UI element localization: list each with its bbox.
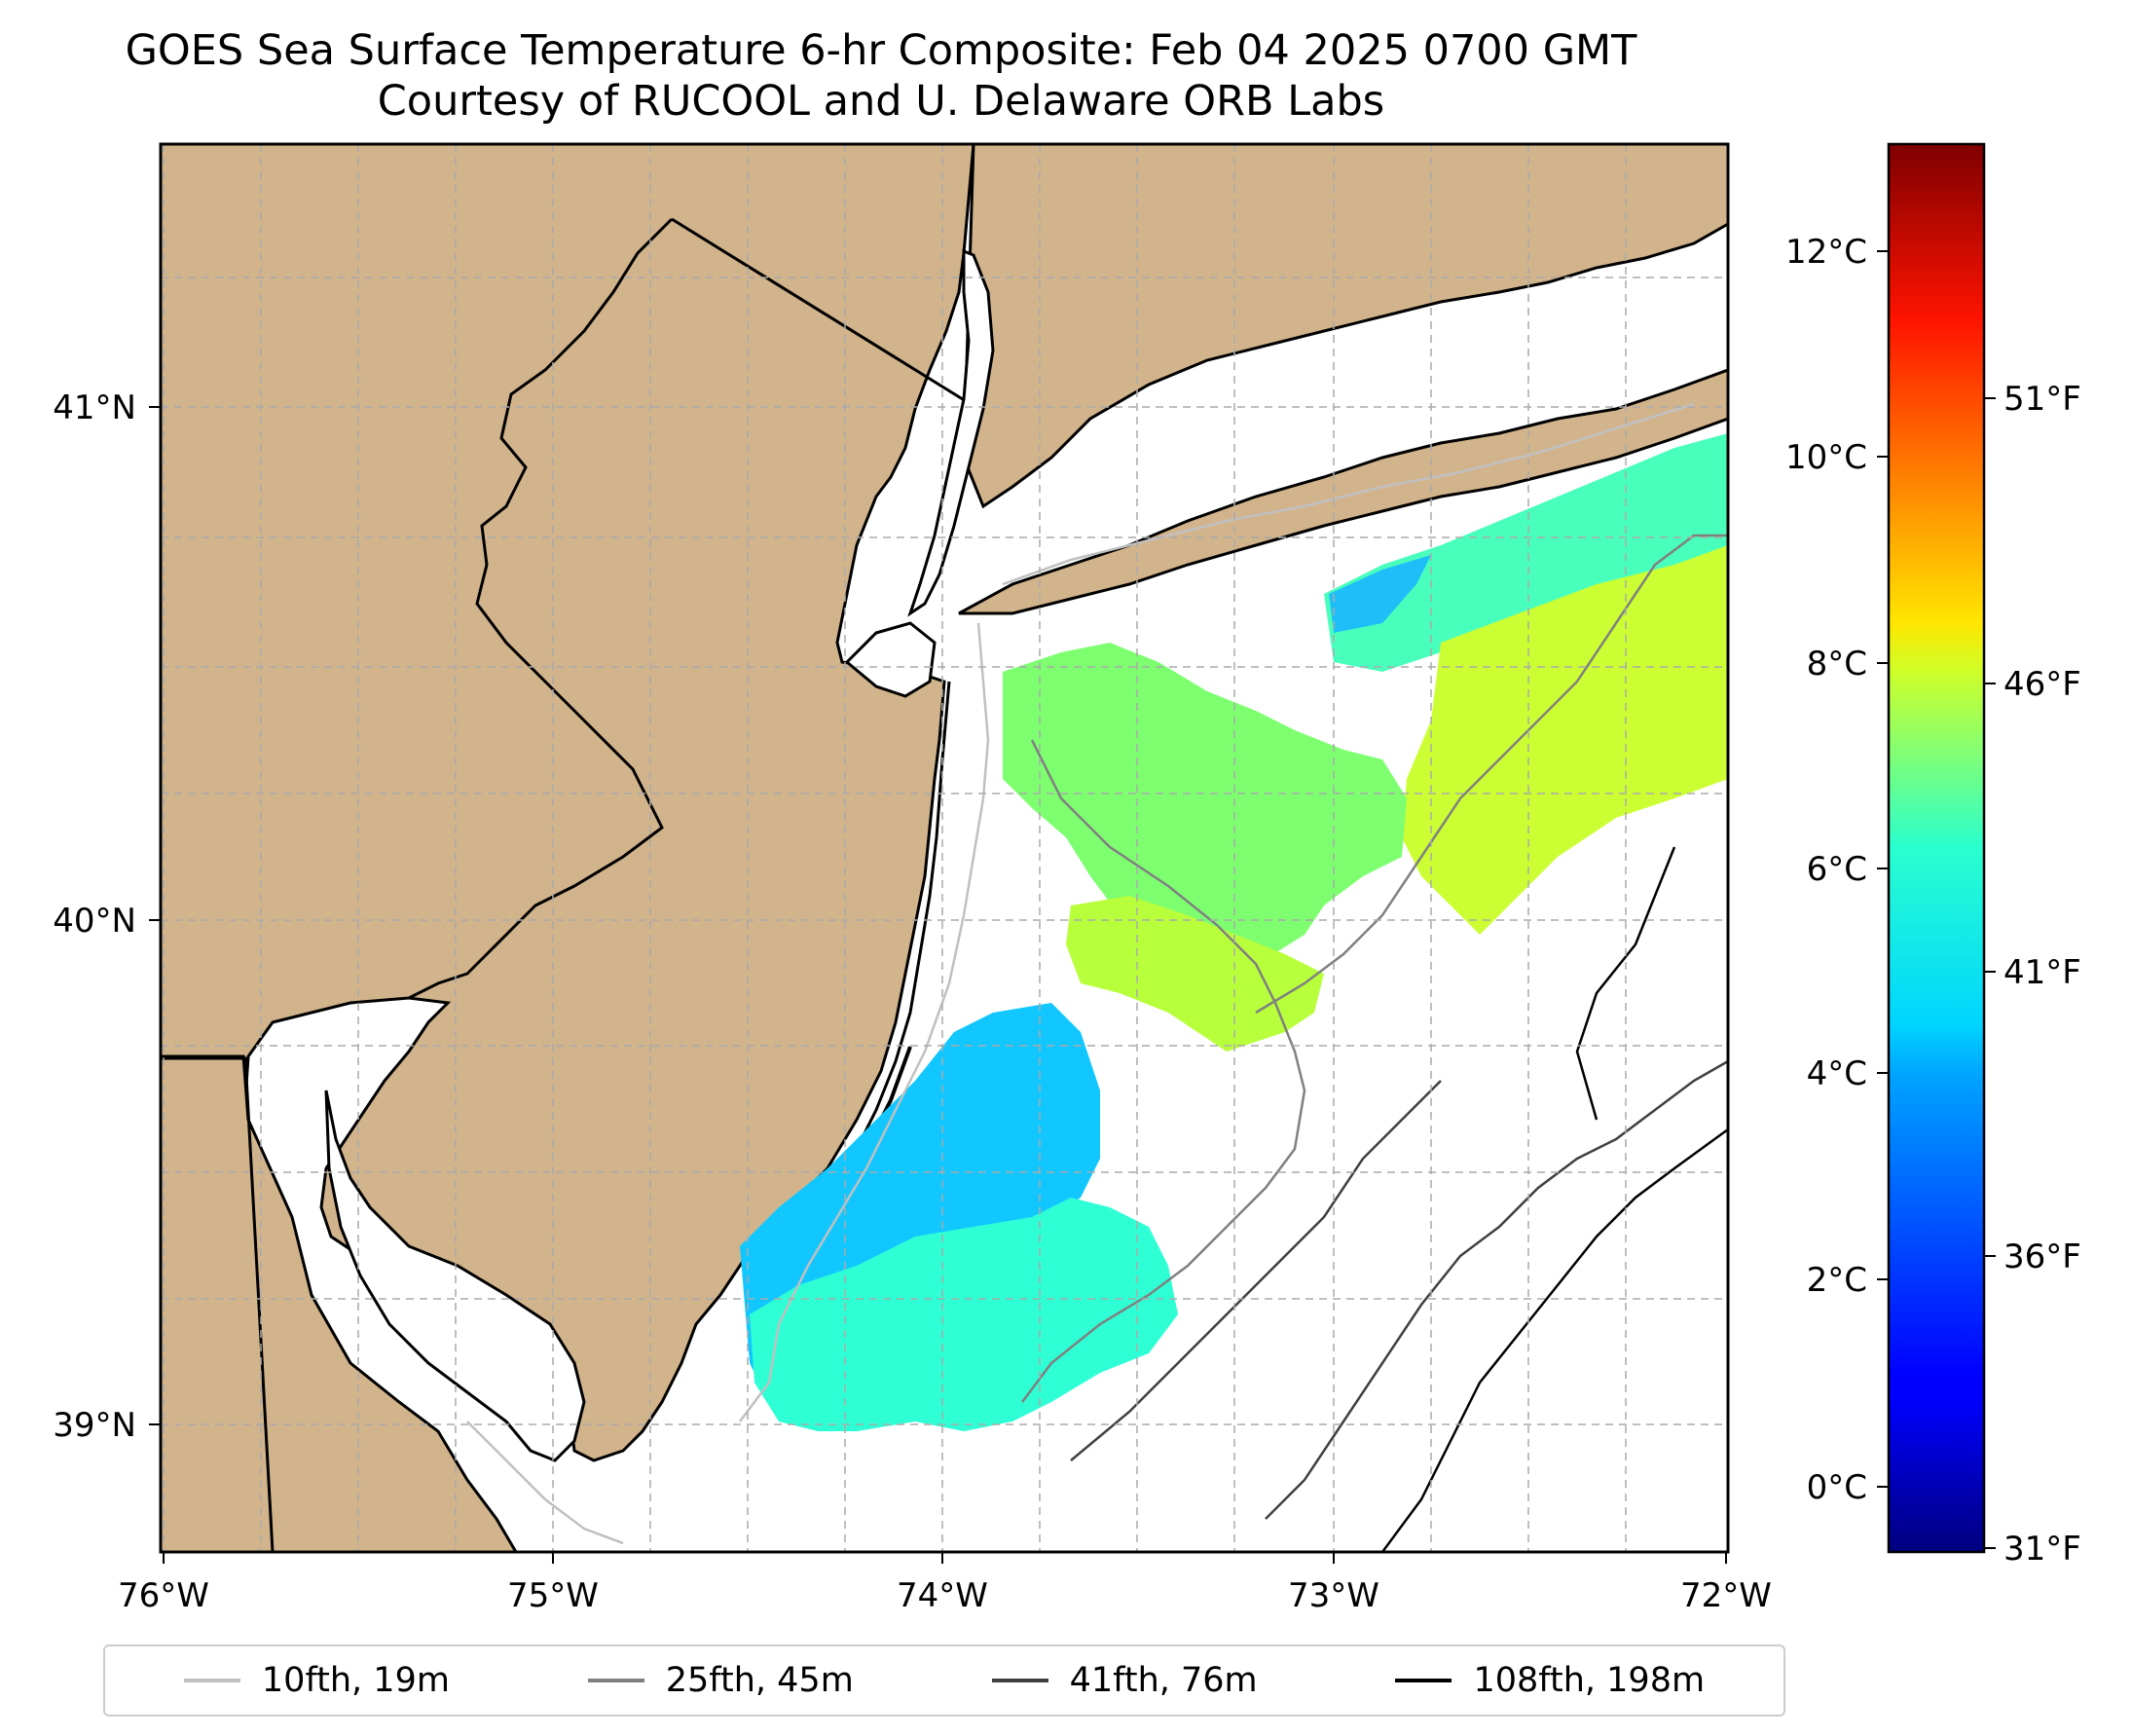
cbar-c-6: 6°C <box>1807 850 1867 889</box>
land-long-island <box>958 368 1728 615</box>
cbar-c-4: 4°C <box>1807 1054 1867 1093</box>
legend-swatch-108fth <box>1395 1679 1452 1682</box>
cbar-c-8: 8°C <box>1807 645 1867 683</box>
x-tick-labels: 76°W 75°W 74°W 73°W 72°W <box>118 1576 1772 1615</box>
contour-10fth <box>466 402 1695 1545</box>
x-tick-72w: 72°W <box>1680 1576 1772 1615</box>
legend-swatch-10fth <box>183 1679 240 1682</box>
cbar-c-0: 0°C <box>1807 1468 1867 1507</box>
legend-swatch-41fth <box>991 1679 1048 1682</box>
legend-item-25fth: 25fth, 45m <box>587 1661 854 1700</box>
sst-patch-aqua-south <box>750 1198 1178 1431</box>
sst-patch-yellow-shelf <box>1066 896 1324 1052</box>
state-boundary-ny-nj <box>671 217 979 411</box>
sst-overlay <box>740 433 1728 1431</box>
state-boundary-pa-de <box>161 1056 275 1552</box>
cbar-c-2: 2°C <box>1807 1261 1867 1300</box>
cbar-f-31: 31°F <box>2003 1530 2081 1569</box>
legend-swatch-25fth <box>587 1679 644 1682</box>
land-connecticut <box>962 144 1728 509</box>
cbar-f-46: 46°F <box>2003 665 2081 704</box>
contour-legend: 10fth, 19m 25fth, 45m 41fth, 76m 108fth,… <box>103 1644 1785 1717</box>
land-mainland <box>161 144 975 1462</box>
y-tick-41n: 41°N <box>53 388 136 427</box>
map-frame <box>159 142 1730 1554</box>
colorbar: 0°C 2°C 4°C 6°C 8°C 10°C 12°C 31°F 36°F … <box>1785 142 2081 1569</box>
legend-label-25fth: 25fth, 45m <box>665 1661 854 1700</box>
contour-25fth <box>1021 534 1728 1403</box>
cbar-f-41: 41°F <box>2003 953 2081 992</box>
y-tick-39n: 39°N <box>53 1406 136 1445</box>
legend-item-41fth: 41fth, 76m <box>991 1661 1258 1700</box>
map-area <box>161 144 1728 1552</box>
cbar-c-12: 12°C <box>1785 233 1867 272</box>
title-line-1: GOES Sea Surface Temperature 6-hr Compos… <box>125 26 1637 75</box>
sst-patch-mid-shelf <box>1003 643 1407 974</box>
contour-108fth <box>1380 846 1728 1552</box>
x-tick-73w: 73°W <box>1288 1576 1379 1615</box>
legend-item-108fth: 108fth, 198m <box>1395 1661 1705 1700</box>
title-line-2: Courtesy of RUCOOL and U. Delaware ORB L… <box>377 77 1385 126</box>
cbar-f-51: 51°F <box>2003 380 2081 419</box>
legend-label-10fth: 10fth, 19m <box>261 1661 450 1700</box>
legend-label-108fth: 108fth, 198m <box>1473 1661 1706 1700</box>
legend-item-10fth: 10fth, 19m <box>183 1661 450 1700</box>
y-tick-40n: 40°N <box>53 902 136 941</box>
state-boundary-nj-pa <box>408 217 674 1000</box>
cbar-c-10: 10°C <box>1785 438 1867 477</box>
bathymetry-contours <box>466 402 1728 1552</box>
cbar-f-36: 36°F <box>2003 1237 2081 1276</box>
y-tick-labels: 39°N 40°N 41°N <box>53 388 136 1445</box>
x-tick-74w: 74°W <box>897 1576 988 1615</box>
gridlines <box>161 144 1728 1552</box>
lower-bay <box>844 621 937 698</box>
sst-patch-yellow-east <box>1402 545 1728 935</box>
sst-patch-cold-ny <box>1329 555 1431 633</box>
axis-ticks <box>149 406 1727 1564</box>
x-tick-76w: 76°W <box>118 1576 209 1615</box>
x-tick-75w: 75°W <box>507 1576 599 1615</box>
map-title: GOES Sea Surface Temperature 6-hr Compos… <box>0 25 1762 127</box>
contour-41fth <box>1070 1059 1728 1520</box>
legend-label-41fth: 41fth, 76m <box>1069 1661 1258 1700</box>
colorbar-gradient <box>1887 142 1986 1554</box>
hudson-river <box>907 248 995 617</box>
